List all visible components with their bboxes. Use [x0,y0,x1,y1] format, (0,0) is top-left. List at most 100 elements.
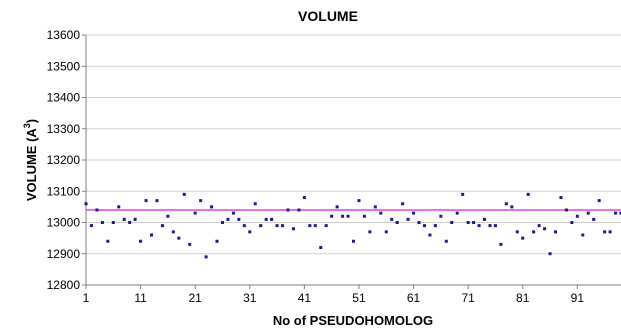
data-point [166,214,170,218]
data-point [122,217,126,221]
data-point [242,224,246,228]
data-point [89,224,93,228]
data-point [450,221,454,224]
y-tick-label: 13300 [47,122,81,136]
data-point [417,221,421,224]
data-point [521,236,525,240]
data-point [248,230,252,234]
data-point [237,217,241,221]
data-point [597,199,601,203]
data-point [171,230,175,234]
data-point [362,214,366,218]
data-point [330,214,334,218]
data-point [526,192,530,196]
data-point [553,230,557,234]
data-point [581,233,585,237]
data-point [428,233,432,237]
data-point [335,205,339,209]
data-point [368,230,372,234]
data-point [117,205,121,209]
grid [86,34,621,255]
y-tick-label: 13100 [47,184,81,198]
x-tick-label: 41 [298,291,312,305]
data-point [253,202,257,206]
data-point [379,211,383,215]
data-point [532,230,536,234]
data-point [291,227,295,231]
data-point [139,239,143,243]
data-point [177,236,181,240]
data-point [313,224,317,228]
y-tick-label: 13200 [47,153,81,167]
data-point [439,214,443,218]
data-point [586,211,590,215]
data-point [84,202,88,206]
data-point [472,221,476,224]
y-axis-label-close: ) [24,119,39,123]
data-point [559,196,563,199]
data-point [226,217,230,221]
data-point [128,221,132,224]
data-point [160,224,164,228]
data-point [608,230,612,234]
data-point [324,224,328,228]
data-point [210,205,214,209]
x-tick-label: 71 [461,291,475,305]
axes [82,34,621,289]
data-point [220,221,224,224]
data-point [564,208,568,212]
chart-title: VOLUME [298,8,358,24]
data-point [297,208,301,212]
data-point [488,224,492,228]
data-point [264,217,268,221]
data-point [352,239,355,243]
data-point [346,214,350,218]
x-axis-label: No of PSEUDOHOMOLOG [273,313,433,328]
data-point [95,208,99,212]
y-tick-label: 13400 [47,91,81,105]
data-point [111,221,115,224]
y-tick-label: 12900 [47,247,81,261]
data-point [199,199,203,203]
data-point [406,217,410,221]
x-tick-label: 61 [407,291,421,305]
data-points [84,192,621,259]
data-point [275,224,279,228]
x-tick-label: 11 [134,291,147,305]
data-point [144,199,148,203]
y-axis-label-superscript: 3 [22,123,32,128]
data-point [537,224,541,228]
data-point [302,196,306,199]
data-point [319,246,323,249]
x-tick-labels: 1 11 21 31 41 51 61 71 81 91 [83,291,585,305]
data-point [499,242,503,246]
x-tick-label: 51 [352,291,366,305]
data-point [570,221,574,224]
data-point [504,202,508,206]
data-point [603,230,607,234]
data-point [401,202,405,206]
data-point [341,214,345,218]
data-point [477,224,481,228]
data-point [493,224,497,228]
data-point [390,217,394,221]
y-tick-label: 12800 [47,278,81,292]
data-point [373,205,377,209]
y-tick-label: 13000 [47,216,81,230]
data-point [575,214,579,218]
data-point [614,211,618,215]
data-point [422,224,426,228]
data-point [286,208,290,212]
data-point [433,224,437,228]
data-point [357,199,361,203]
data-point [182,192,186,196]
y-axis-label-main: VOLUME (A [24,128,39,202]
x-tick-label: 1 [83,291,90,305]
data-point [548,252,552,256]
data-point [100,221,104,224]
y-tick-labels: 12800 12900 13000 13100 13200 13300 13400 13500… [47,28,81,292]
data-point [384,230,388,234]
data-point [515,230,519,234]
data-point [231,211,235,215]
